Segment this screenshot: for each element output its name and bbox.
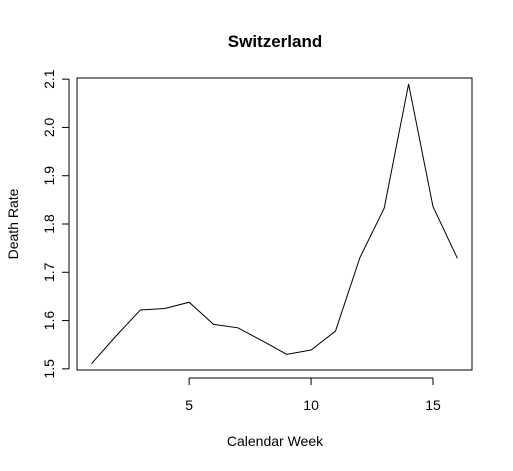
y-tick-label: 2.1 xyxy=(41,69,57,89)
series-group xyxy=(91,83,458,364)
y-tick-label: 1.6 xyxy=(41,311,57,331)
x-tick-label: 10 xyxy=(303,397,319,413)
x-tick-label: 15 xyxy=(425,397,441,413)
x-tick-label: 5 xyxy=(185,397,193,413)
y-tick-label: 1.5 xyxy=(41,359,57,379)
y-tick-label: 2.0 xyxy=(41,117,57,137)
plot-frame xyxy=(76,77,473,371)
x-axis-label: Calendar Week xyxy=(227,433,324,449)
chart-title: Switzerland xyxy=(228,32,322,51)
y-axis-label: Death Rate xyxy=(5,188,21,259)
x-axis: 5 10 15 xyxy=(185,377,441,413)
y-tick-label: 1.8 xyxy=(41,214,57,234)
y-axis: 1.5 1.6 1.7 1.8 1.9 2.0 2.1 xyxy=(41,69,70,379)
y-tick-label: 1.9 xyxy=(41,166,57,186)
y-tick-label: 1.7 xyxy=(41,262,57,282)
series-line xyxy=(91,83,458,364)
